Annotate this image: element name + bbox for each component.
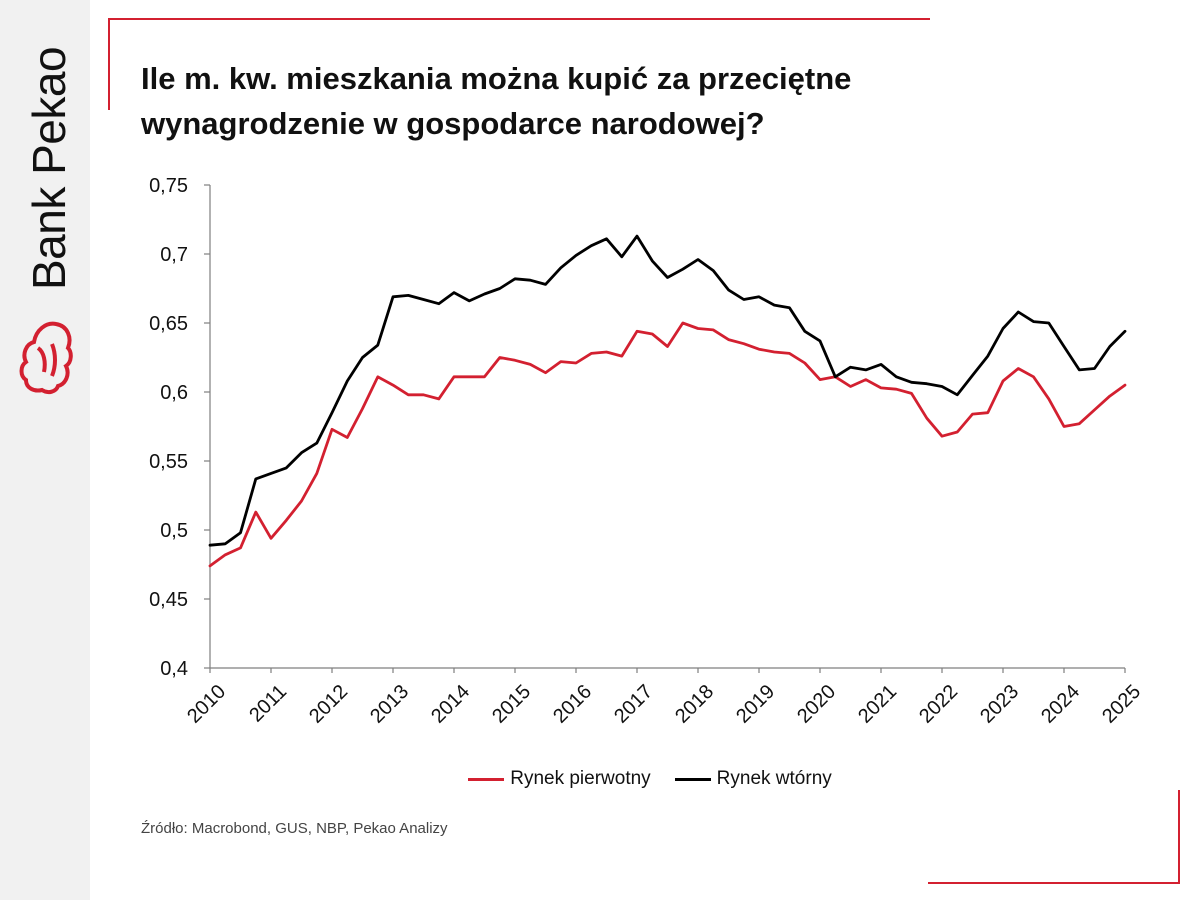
y-tick-label: 0,4 (160, 658, 188, 680)
left-sidebar (0, 0, 90, 900)
x-tick-label: 2022 (915, 681, 962, 728)
y-tick-label: 0,7 (160, 244, 188, 266)
legend-label-primary: Rynek pierwotny (510, 768, 651, 789)
y-tick-label: 0,6 (160, 382, 188, 404)
x-tick-label: 2018 (671, 681, 718, 728)
x-tick-label: 2011 (245, 681, 291, 727)
x-tick-label: 2020 (793, 681, 840, 728)
frame-right-border (1178, 790, 1180, 884)
series-line-primary (208, 321, 1127, 568)
x-tick-label: 2021 (854, 681, 901, 728)
frame-left-border (108, 18, 110, 110)
frame-top-border (108, 18, 930, 20)
frame-bottom-border (928, 882, 1180, 884)
legend-swatch-secondary (674, 777, 711, 781)
brand-name: Bank Pekao (23, 46, 75, 290)
pekao-bison-icon (19, 321, 73, 395)
x-tick-label: 2010 (183, 681, 230, 728)
brand-logo: Bank Pekao (0, 0, 90, 900)
y-tick-label: 0,75 (149, 175, 188, 197)
chart-legend: Rynek pierwotny Rynek wtórny (0, 764, 1200, 794)
y-tick-label: 0,55 (149, 451, 188, 473)
legend-item-secondary: Rynek wtórny (674, 764, 832, 794)
y-tick-label: 0,65 (149, 313, 188, 335)
legend-label-secondary: Rynek wtórny (716, 768, 832, 789)
chart-title-line-1: Ile m. kw. mieszkania można kupić za prz… (141, 61, 852, 96)
x-tick-label: 2014 (427, 681, 474, 728)
x-tick-label: 2024 (1037, 681, 1084, 728)
y-tick-label: 0,5 (160, 520, 188, 542)
chart-title-line-2: wynagrodzenie w gospodarce narodowej? (141, 106, 765, 141)
legend-swatch-primary (468, 777, 505, 781)
x-tick-label: 2013 (366, 681, 413, 728)
y-tick-label: 0,45 (149, 589, 188, 611)
source-note: Źródło: Macrobond, GUS, NBP, Pekao Anali… (141, 820, 448, 837)
x-tick-label: 2017 (610, 681, 657, 728)
x-tick-label: 2019 (732, 681, 779, 728)
legend-item-primary: Rynek pierwotny (468, 764, 651, 794)
x-tick-label: 2016 (549, 681, 596, 728)
x-tick-label: 2012 (305, 681, 352, 728)
chart-title: Ile m. kw. mieszkania można kupić za prz… (141, 56, 1021, 146)
x-tick-label: 2025 (1098, 681, 1145, 728)
line-chart: 0,4 0,45 0,5 0,55 0,6 0,65 0,7 0,75 2010 2011 2012… (149, 175, 1145, 728)
series-line-secondary (208, 234, 1127, 547)
x-tick-label: 2015 (488, 681, 535, 728)
x-tick-label: 2023 (976, 681, 1023, 728)
